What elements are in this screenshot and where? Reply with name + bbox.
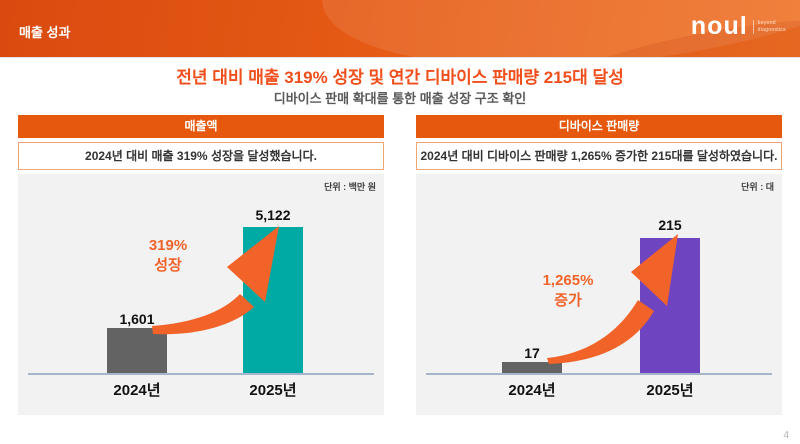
logo-tagline: beyond diagnostics xyxy=(752,19,786,34)
x-axis-label-2025: 2025년 xyxy=(249,382,297,399)
device-sales-chart: 단위 : 대 1,265% 증가 17 215 2024년 2025년 xyxy=(416,174,782,415)
growth-value: 1,265% xyxy=(542,272,594,289)
revenue-unit-label: 단위 : 백만 원 xyxy=(324,182,376,192)
logo-tagline-line2: diagnostics xyxy=(757,26,786,33)
logo-text: noul xyxy=(690,12,748,40)
growth-value: 319% xyxy=(148,237,188,254)
growth-word: 증가 xyxy=(554,292,582,309)
growth-arrow-icon xyxy=(152,226,279,335)
logo-tagline-line1: beyond xyxy=(757,19,776,26)
slide-title: 전년 대비 매출 319% 성장 및 연간 디바이스 판매량 215대 달성 xyxy=(176,68,624,87)
bar-value-label-2024: 17 xyxy=(524,345,540,361)
bar-value-label-2024: 1,601 xyxy=(119,311,155,327)
revenue-panel-title: 매출액 xyxy=(18,115,384,138)
device-panel-title: 디바이스 판매량 xyxy=(416,115,782,138)
x-axis-label-2024: 2024년 xyxy=(113,382,161,399)
growth-word: 성장 xyxy=(154,257,182,274)
device-growth-annotation: 1,265% 증가 xyxy=(513,271,623,311)
header-bar: 매출 성과 noul beyond diagnostics xyxy=(0,0,800,58)
device-panel-description: 2024년 대비 디바이스 판매량 1,265% 증가한 215대를 달성하였습… xyxy=(416,142,782,170)
bar-2025 xyxy=(640,238,700,374)
device-unit-label: 단위 : 대 xyxy=(741,182,774,192)
revenue-chart: 단위 : 백만 원 319% 성장 1,601 5,122 2024년 2025… xyxy=(18,174,384,415)
x-axis-label-2024: 2024년 xyxy=(508,382,556,399)
revenue-panel: 매출액 2024년 대비 매출 319% 성장을 달성했습니다. 단위 : 백만… xyxy=(18,115,384,415)
x-axis-line xyxy=(28,373,374,375)
bar-2024 xyxy=(502,362,562,374)
bar-2024 xyxy=(107,328,167,374)
page-number: 4 xyxy=(783,430,789,441)
bar-value-label-2025: 215 xyxy=(658,217,682,233)
slide-subtitle: 디바이스 판매 확대를 통한 매출 성장 구조 확인 xyxy=(273,91,527,106)
revenue-growth-annotation: 319% 성장 xyxy=(113,236,223,276)
revenue-panel-description: 2024년 대비 매출 319% 성장을 달성했습니다. xyxy=(18,142,384,170)
device-sales-panel: 디바이스 판매량 2024년 대비 디바이스 판매량 1,265% 증가한 21… xyxy=(416,115,782,415)
header-title: 매출 성과 xyxy=(19,25,71,40)
noul-logo: noul beyond diagnostics xyxy=(691,14,786,39)
x-axis-line xyxy=(426,373,772,375)
x-axis-label-2025: 2025년 xyxy=(646,382,694,399)
bar-2025 xyxy=(243,227,303,374)
bar-value-label-2025: 5,122 xyxy=(255,207,291,223)
